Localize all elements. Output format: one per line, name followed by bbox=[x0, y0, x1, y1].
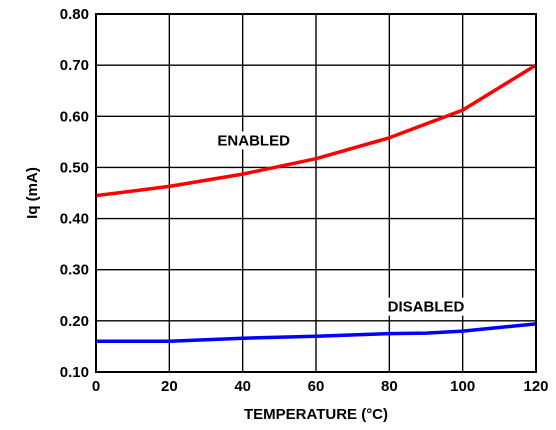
series-layer bbox=[95, 63, 537, 344]
series-label-background bbox=[213, 131, 294, 150]
labels-layer: ENABLED DISABLED bbox=[213, 131, 471, 316]
y-axis-ticks: 0.10 0.20 0.30 0.40 0.50 0.60 0.70 0.80 bbox=[60, 6, 89, 381]
y-tick-label: 0.60 bbox=[60, 108, 89, 125]
x-axis-ticks: 0 20 40 60 80 100 120 bbox=[92, 378, 549, 395]
x-tick-label: 40 bbox=[234, 378, 251, 395]
series-label-disabled: DISABLED bbox=[388, 299, 465, 316]
y-tick-label: 0.70 bbox=[60, 57, 89, 74]
series-line-disabled bbox=[96, 322, 537, 344]
series-line-enabled bbox=[95, 63, 537, 198]
plot-frame bbox=[95, 13, 537, 373]
series-label-enabled: ENABLED bbox=[217, 132, 290, 149]
y-tick-label: 0.80 bbox=[60, 6, 89, 23]
x-tick-label: 80 bbox=[381, 378, 398, 395]
y-tick-label: 0.20 bbox=[60, 313, 89, 330]
y-tick-label: 0.10 bbox=[60, 364, 89, 381]
series-label-background bbox=[381, 297, 471, 316]
x-tick-label: 60 bbox=[308, 378, 325, 395]
y-axis-title: Iq (mA) bbox=[24, 167, 41, 219]
x-tick-label: 100 bbox=[450, 378, 475, 395]
x-tick-label: 0 bbox=[92, 378, 100, 395]
grid-lines bbox=[96, 14, 536, 372]
y-tick-label: 0.40 bbox=[60, 211, 89, 228]
x-axis-title: TEMPERATURE (°C) bbox=[244, 406, 388, 423]
y-tick-label: 0.30 bbox=[60, 262, 89, 279]
y-tick-label: 0.50 bbox=[60, 159, 89, 176]
x-tick-label: 20 bbox=[161, 378, 178, 395]
x-tick-label: 120 bbox=[523, 378, 548, 395]
